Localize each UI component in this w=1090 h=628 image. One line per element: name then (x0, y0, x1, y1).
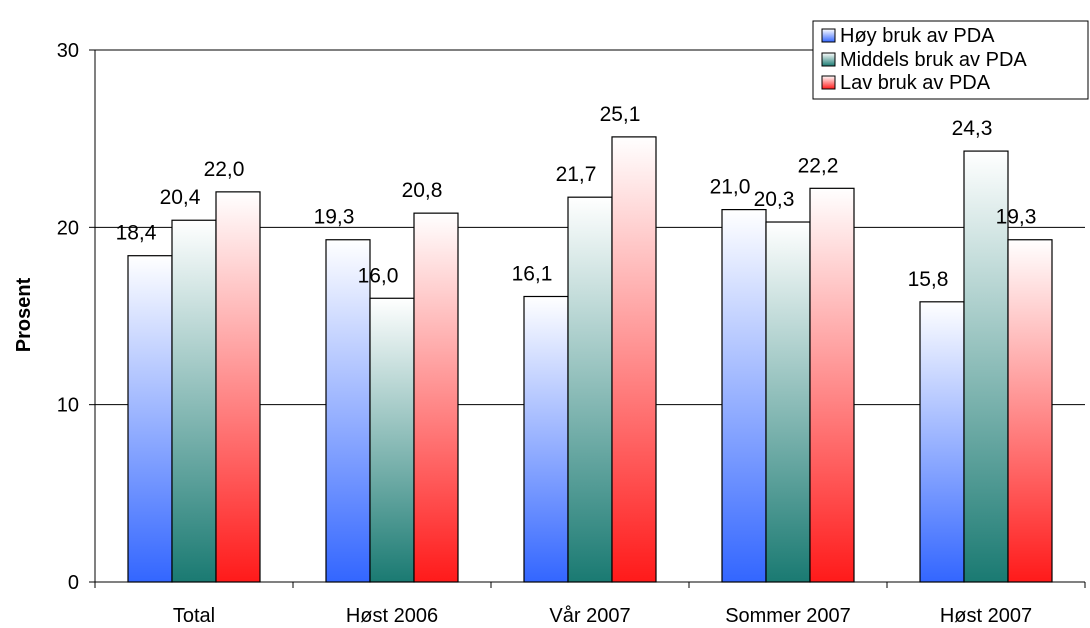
x-tick-label-hst-2006: Høst 2006 (346, 605, 438, 627)
legend-item-hoy: Høy bruk av PDA (822, 25, 995, 47)
legend-swatch-lav (822, 76, 835, 89)
legend-label-middels: Middels bruk av PDA (840, 49, 1027, 71)
data-label-lav-hst-2006: 20,8 (402, 179, 443, 202)
data-label-hoy-hst-2007: 15,8 (908, 268, 949, 291)
bar-lav-sommer-2007 (810, 188, 854, 582)
legend-label-lav: Lav bruk av PDA (840, 72, 991, 94)
legend-item-middels: Middels bruk av PDA (822, 49, 1027, 71)
data-label-middels-hst-2007: 24,3 (952, 117, 993, 140)
bar-lav-var-2007 (612, 137, 656, 582)
data-label-middels-sommer-2007: 20,3 (754, 188, 795, 211)
bar-middels-hst-2006 (370, 298, 414, 582)
bar-hoy-hst-2006 (326, 240, 370, 582)
data-label-lav-var-2007: 25,1 (600, 103, 641, 126)
bar-middels-var-2007 (568, 197, 612, 582)
data-label-hoy-hst-2006: 19,3 (314, 206, 355, 229)
data-label-middels-hst-2006: 16,0 (358, 264, 399, 287)
bar-lav-total (216, 192, 260, 582)
legend-swatch-hoy (822, 29, 835, 42)
legend: Høy bruk av PDA Middels bruk av PDA Lav … (813, 21, 1088, 99)
y-tick-label: 0 (68, 572, 79, 594)
y-tick-label: 30 (57, 40, 79, 62)
bar-lav-hst-2007 (1008, 240, 1052, 582)
bar-middels-sommer-2007 (766, 222, 810, 582)
bar-hoy-var-2007 (524, 296, 568, 582)
y-tick-label: 20 (57, 217, 79, 239)
bars (128, 137, 1052, 582)
x-tick-label-total: Total (173, 605, 215, 627)
legend-label-hoy: Høy bruk av PDA (840, 25, 995, 47)
data-label-middels-total: 20,4 (160, 186, 201, 209)
x-tick-label-var-2007: Vår 2007 (549, 605, 630, 627)
data-label-lav-sommer-2007: 22,2 (798, 154, 839, 177)
data-label-lav-total: 22,0 (204, 158, 245, 181)
bar-hoy-sommer-2007 (722, 210, 766, 582)
legend-swatch-middels (822, 53, 835, 66)
y-axis-title: Prosent (13, 277, 35, 352)
bar-lav-hst-2006 (414, 213, 458, 582)
bar-hoy-hst-2007 (920, 302, 964, 582)
bar-hoy-total (128, 256, 172, 582)
data-label-hoy-total: 18,4 (116, 222, 157, 245)
data-label-middels-var-2007: 21,7 (556, 163, 597, 186)
data-label-hoy-sommer-2007: 21,0 (710, 176, 751, 199)
x-tick-label-hst-2007: Høst 2007 (940, 605, 1032, 627)
y-tick-label: 10 (57, 395, 79, 417)
x-tick-label-sommer-2007: Sommer 2007 (725, 605, 851, 627)
bar-middels-total (172, 220, 216, 582)
data-label-lav-hst-2007: 19,3 (996, 206, 1037, 229)
legend-item-lav: Lav bruk av PDA (822, 72, 991, 94)
data-label-hoy-var-2007: 16,1 (512, 262, 553, 285)
